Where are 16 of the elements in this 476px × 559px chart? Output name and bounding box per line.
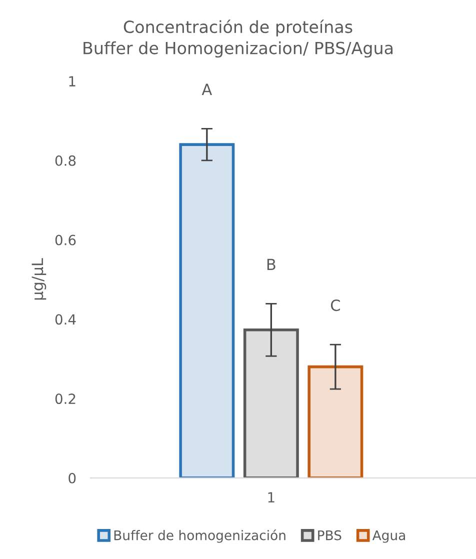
bar (179, 143, 235, 478)
bar (308, 365, 364, 478)
annotation: C (330, 300, 340, 312)
y-tick-label: 1 (69, 76, 76, 86)
y-tick-label: 0.4 (55, 314, 76, 325)
annotation: A (202, 84, 212, 95)
legend-label: Agua (372, 530, 405, 543)
y-tick-label: 0.6 (55, 234, 76, 246)
y-tick-label: 0.2 (55, 394, 76, 404)
y-tick-label: 0.8 (55, 155, 76, 166)
y-axis-title: µg/µL (32, 258, 46, 300)
y-tick-label: 0 (68, 472, 76, 484)
annotation: B (267, 258, 276, 270)
legend-label: PBS (318, 530, 342, 540)
legend-label: Buffer de homogenización (114, 530, 286, 543)
chart-title: Concentración de proteínas Buffer de Homogenizacion/ PBS/Agua (84, 20, 392, 58)
